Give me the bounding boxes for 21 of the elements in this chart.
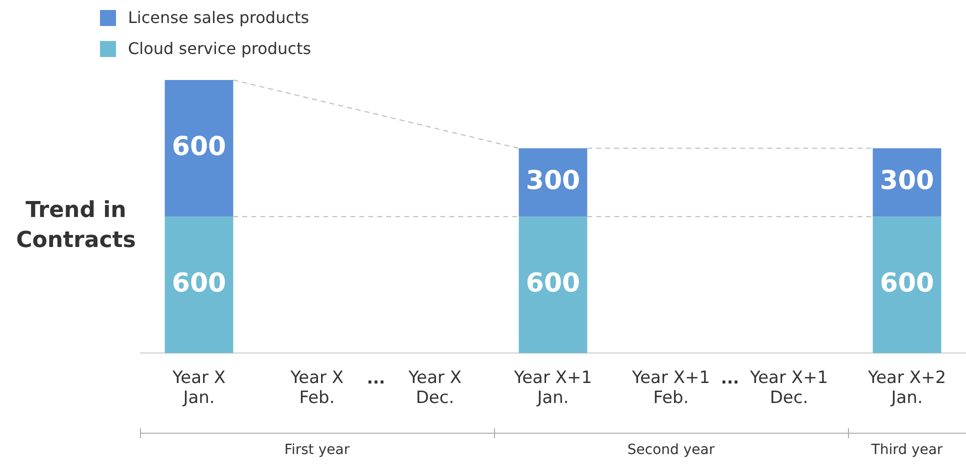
text: ... bbox=[366, 368, 386, 388]
x-tick-label: Year X Jan. bbox=[171, 368, 226, 408]
legend-label: License sales products bbox=[128, 8, 310, 27]
data-label: 600 bbox=[526, 268, 580, 299]
x-tick-label: Year X+1 Jan. bbox=[512, 368, 592, 408]
x-tick-label: Year X+2 Jan. bbox=[866, 368, 946, 408]
data-label: 600 bbox=[172, 132, 226, 162]
x-tick-label: Year X+1 Feb. bbox=[630, 368, 710, 408]
data-label: 300 bbox=[526, 166, 580, 196]
data-label: 600 bbox=[880, 268, 934, 299]
text: First year bbox=[284, 442, 350, 458]
legend-label: Cloud service products bbox=[128, 39, 312, 58]
x-tick-label: Year X Feb. bbox=[289, 368, 344, 408]
y-axis-title: Trend in Contracts bbox=[15, 197, 137, 255]
data-label: 300 bbox=[880, 166, 934, 196]
text: ... bbox=[720, 368, 740, 388]
x-tick-label: Year X Dec. bbox=[407, 368, 462, 408]
text: Second year bbox=[627, 442, 715, 458]
data-label: 600 bbox=[172, 268, 226, 299]
text: Third year bbox=[870, 442, 943, 458]
x-tick-label: Year X+1 Dec. bbox=[748, 368, 828, 408]
